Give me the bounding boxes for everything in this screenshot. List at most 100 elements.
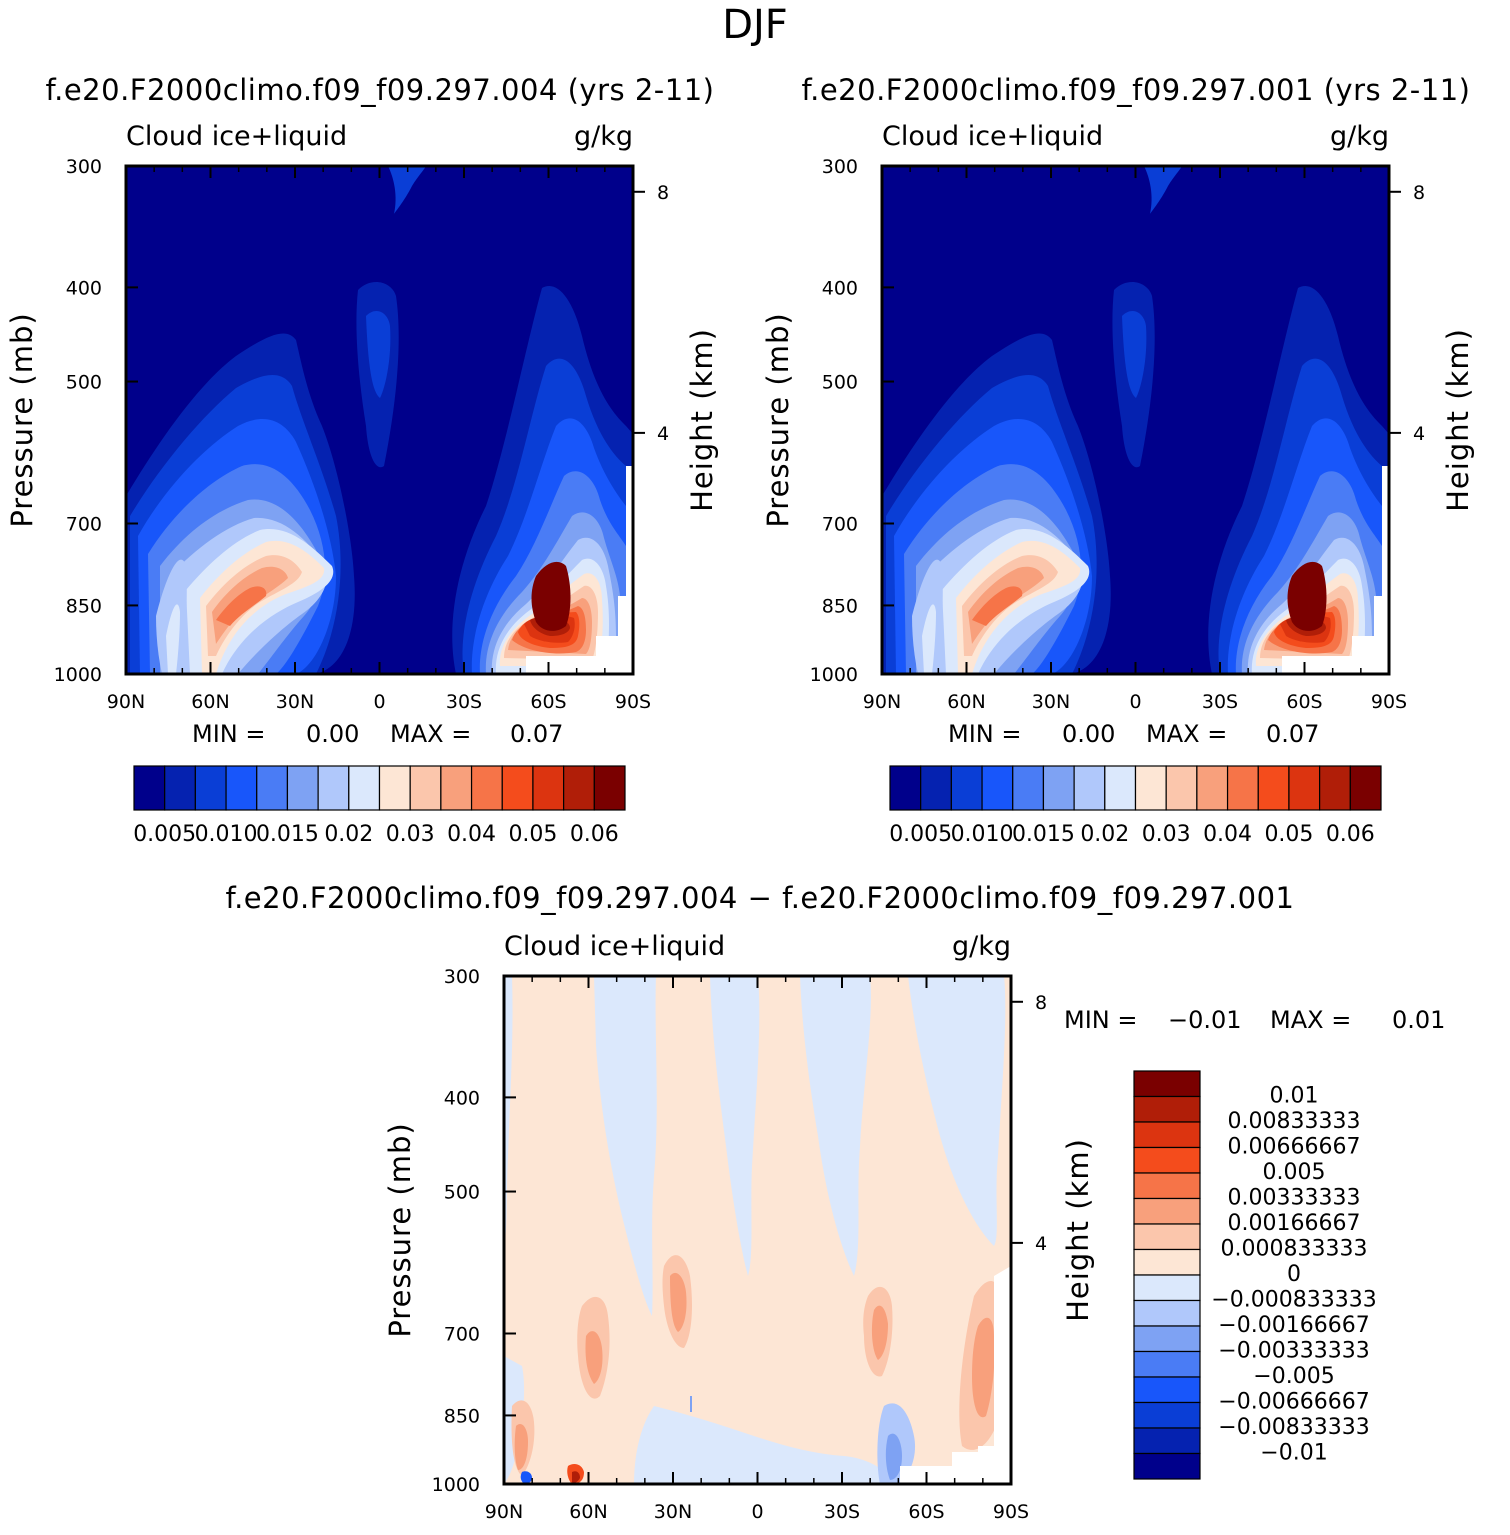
x-tick-label: 60S	[1286, 691, 1322, 713]
x-tick-label: 60N	[947, 691, 985, 713]
panel-2-max-label: MAX =	[1146, 720, 1227, 748]
colorbar-label: 0.010	[951, 822, 1014, 847]
x-tick-label: 30S	[824, 1501, 860, 1523]
x-tick-label: 0	[373, 691, 385, 713]
panel-3-y2label: Height (km)	[1061, 1138, 1095, 1322]
y-tick-label: 500	[822, 372, 858, 394]
colorbar-box	[1133, 1376, 1201, 1404]
colorbar-box	[1133, 1401, 1201, 1429]
y2-tick-label: 8	[1413, 182, 1425, 204]
colorbar-label: 0.03	[1142, 822, 1191, 847]
panel-3-variable: Cloud ice+liquid	[504, 931, 725, 962]
colorbar-box	[1012, 765, 1045, 811]
panel-3-units: g/kg	[952, 931, 1011, 962]
panel-1-title: f.e20.F2000climo.f09_f09.297.004 (yrs 2-…	[46, 73, 715, 107]
panel-2: f.e20.F2000climo.f09_f09.297.001 (yrs 2-…	[761, 73, 1475, 847]
colorbar-box	[1319, 765, 1351, 811]
colorbar-box	[194, 765, 227, 811]
colorbar-label: 0.015	[1012, 822, 1075, 847]
x-tick-label: 0	[751, 1501, 763, 1523]
y2-tick-label: 8	[657, 182, 669, 204]
panel-1-min-value: 0.00	[306, 720, 359, 748]
colorbar-box	[1133, 1427, 1201, 1455]
panel-2-units: g/kg	[1330, 121, 1389, 152]
colorbar-box	[920, 765, 952, 811]
colorbar-box	[1349, 765, 1382, 811]
colorbar-box	[1257, 765, 1290, 811]
colorbar-label: 0.05	[508, 822, 557, 847]
y2-tick-label: 8	[1035, 992, 1047, 1014]
panel-3-min-label: MIN =	[1064, 1006, 1137, 1034]
colorbar-label: 0.005	[889, 822, 952, 847]
x-tick-label: 60S	[908, 1501, 944, 1523]
colorbar-box	[1165, 765, 1198, 811]
colorbar-label: 0	[1287, 1262, 1301, 1287]
y-tick-label: 400	[66, 277, 102, 299]
colorbar-label: −0.00333333	[1218, 1339, 1369, 1364]
colorbar-box	[1134, 765, 1167, 811]
figure-title: DJF	[722, 2, 788, 48]
panel-3-min-value: −0.01	[1168, 1006, 1242, 1034]
colorbar-label: 0.00833333	[1228, 1109, 1361, 1134]
panel-1: f.e20.F2000climo.f09_f09.297.004 (yrs 2-…	[5, 73, 719, 847]
colorbar-box	[1288, 765, 1321, 811]
colorbar-label: 0.00666667	[1228, 1135, 1361, 1160]
y-tick-label: 300	[822, 156, 858, 178]
panel-3-colorbar: 0.010.008333330.006666670.0050.003333330…	[1133, 1070, 1377, 1480]
colorbar-box	[1133, 1095, 1201, 1123]
colorbar-label: 0.05	[1264, 822, 1313, 847]
colorbar-label: 0.00166667	[1228, 1211, 1361, 1236]
colorbar-label: 0.000833333	[1221, 1237, 1368, 1262]
colorbar-box	[470, 765, 503, 811]
x-tick-label: 90N	[863, 691, 901, 713]
colorbar-box	[256, 765, 289, 811]
x-tick-label: 60N	[191, 691, 229, 713]
y-tick-label: 700	[822, 514, 858, 536]
x-tick-label: 90N	[485, 1501, 523, 1523]
x-tick-label: 30N	[1032, 691, 1070, 713]
colorbar-box	[889, 765, 922, 811]
y-tick-label: 400	[822, 277, 858, 299]
y-tick-label: 850	[444, 1405, 480, 1427]
colorbar-box	[981, 765, 1014, 811]
colorbar-label: −0.00833333	[1218, 1415, 1369, 1440]
x-tick-label: 60N	[569, 1501, 607, 1523]
panel-2-variable: Cloud ice+liquid	[882, 121, 1103, 152]
y2-tick-label: 4	[657, 423, 669, 445]
panel-1-y2label: Height (km)	[685, 328, 719, 512]
colorbar-box	[409, 765, 442, 811]
y2-tick-label: 4	[1035, 1233, 1047, 1255]
panel-1-min-label: MIN =	[192, 720, 265, 748]
colorbar-box	[1196, 765, 1229, 811]
panel-3-title: f.e20.F2000climo.f09_f09.297.004 − f.e20…	[225, 881, 1294, 915]
colorbar-label: 0.04	[1203, 822, 1252, 847]
colorbar-label: 0.03	[386, 822, 435, 847]
colorbar-label: 0.06	[570, 822, 619, 847]
colorbar-label: 0.06	[1326, 822, 1375, 847]
colorbar-box	[532, 765, 565, 811]
y-tick-label: 300	[66, 156, 102, 178]
x-tick-label: 0	[1129, 691, 1141, 713]
colorbar-box	[1133, 1146, 1201, 1174]
colorbar-box	[1133, 1248, 1201, 1276]
y-tick-label: 1000	[432, 1474, 480, 1496]
colorbar-label: 0.04	[447, 822, 496, 847]
colorbar-box	[1133, 1197, 1201, 1225]
panel-1-max-label: MAX =	[390, 720, 471, 748]
y-tick-label: 300	[444, 966, 480, 988]
colorbar-box	[378, 765, 411, 811]
colorbar-label: 0.005	[133, 822, 196, 847]
colorbar-label: 0.02	[324, 822, 373, 847]
colorbar-box	[1133, 1350, 1201, 1378]
y-tick-label: 1000	[810, 664, 858, 686]
x-tick-label: 60S	[530, 691, 566, 713]
colorbar-box	[1226, 765, 1259, 811]
colorbar-label: 0.02	[1080, 822, 1129, 847]
colorbar-box	[317, 765, 350, 811]
y-tick-label: 850	[66, 595, 102, 617]
colorbar-label: 0.005	[1263, 1160, 1326, 1185]
colorbar-box	[1133, 1274, 1201, 1302]
panel-2-min-label: MIN =	[948, 720, 1021, 748]
